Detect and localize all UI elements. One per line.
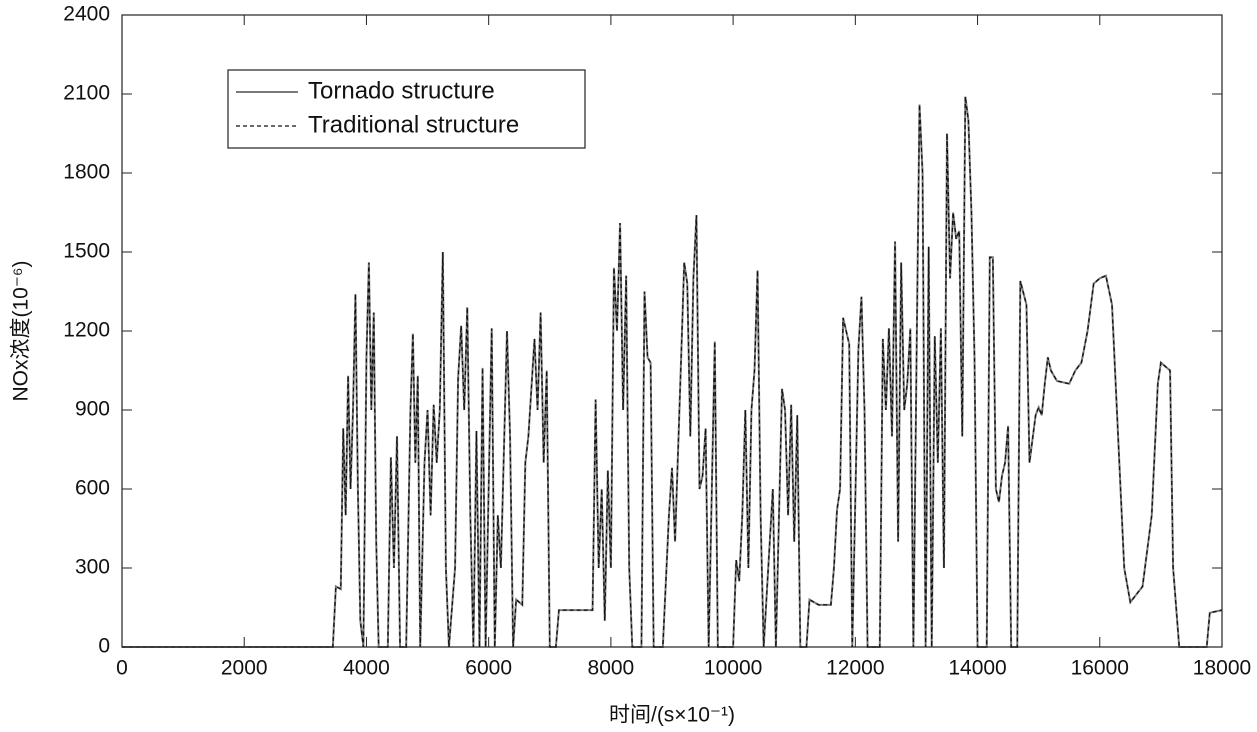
y-tick-label: 300 [75, 556, 110, 579]
y-tick-label: 600 [75, 477, 110, 500]
y-tick-label: 1200 [63, 319, 110, 342]
x-tick-label: 8000 [588, 657, 635, 680]
y-tick-label: 2100 [63, 82, 110, 105]
legend-label: Traditional structure [308, 111, 519, 138]
legend-label: Tornado structure [308, 77, 495, 104]
x-tick-label: 6000 [465, 657, 512, 680]
series-line [122, 96, 1223, 648]
y-tick-label: 1500 [63, 240, 110, 263]
y-tick-label: 2400 [63, 3, 110, 26]
x-tick-label: 4000 [343, 657, 390, 680]
series-line [122, 96, 1223, 648]
x-tick-label: 18000 [1193, 657, 1251, 680]
y-tick-label: 900 [75, 398, 110, 421]
x-tick-label: 10000 [704, 657, 762, 680]
x-tick-label: 14000 [948, 657, 1006, 680]
y-tick-label: 1800 [63, 161, 110, 184]
plot-frame [121, 14, 1223, 648]
x-axis-label: 时间/(s×10⁻¹) [609, 704, 735, 727]
y-axis-label: NOx浓度(10⁻⁶) [10, 260, 33, 401]
x-tick-label: 12000 [826, 657, 884, 680]
legend-box [227, 69, 586, 149]
x-tick-label: 0 [116, 657, 128, 680]
x-tick-label: 16000 [1071, 657, 1129, 680]
y-tick-label: 0 [98, 635, 110, 658]
x-tick-label: 2000 [221, 657, 268, 680]
